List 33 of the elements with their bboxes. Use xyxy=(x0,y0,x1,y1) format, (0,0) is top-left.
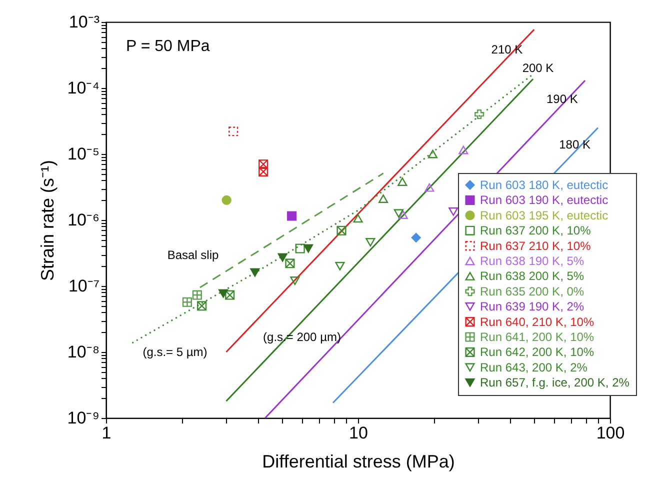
y-axis-title: Strain rate (s⁻¹) xyxy=(37,160,58,282)
legend-label: Run 603 195 K, eutectic xyxy=(480,208,608,222)
legend-label: Run 638 200 K, 5% xyxy=(480,269,584,284)
legend-label: Run 603 190 K, eutectic xyxy=(480,193,608,208)
legend-label: Run 641, 200 K, 10% xyxy=(480,330,594,344)
y-tick-label: 10⁻³ xyxy=(68,12,100,32)
y-tick-label: 10⁻⁶ xyxy=(68,210,100,230)
legend-label: Run 603 180 K, eutectic xyxy=(480,178,608,192)
x-tick-label: 100 xyxy=(596,424,625,442)
legend-label: Run 638 190 K, 5% xyxy=(480,254,584,268)
legend-label: Run 657, f.g. ice, 200 K, 2% xyxy=(480,376,630,390)
annotation: P = 50 MPa xyxy=(126,38,210,55)
x-tick-label: 10 xyxy=(349,424,368,442)
annotation: 200 K xyxy=(522,61,554,75)
annotation: Basal slip xyxy=(167,248,220,262)
annotation: 210 K xyxy=(491,42,523,57)
y-tick-label: 10⁻⁷ xyxy=(68,276,100,296)
x-axis-title: Differential stress (MPa) xyxy=(262,452,455,472)
legend-label: Run 642, 200 K, 10% xyxy=(480,345,594,360)
annotation: 190 K xyxy=(546,92,578,106)
y-tick-label: 10⁻⁵ xyxy=(68,144,100,164)
legend-label: Run 637 200 K, 10% xyxy=(480,224,592,238)
annotation: 180 K xyxy=(559,137,590,152)
y-tick-label: 10⁻⁸ xyxy=(67,342,100,362)
x-tick-label: 1 xyxy=(102,424,112,442)
legend-label: Run 639 190 K, 2% xyxy=(480,300,584,314)
legend-label: Run 635 200 K, 0% xyxy=(480,284,584,298)
annotation: (g.s.= 5 µm) xyxy=(142,345,208,359)
legend-label: Run 643, 200 K, 2% xyxy=(480,360,588,374)
y-tick-label: 10⁻⁹ xyxy=(67,408,100,428)
legend-label: Run 637 210 K, 10% xyxy=(480,238,592,253)
y-tick-label: 10⁻⁴ xyxy=(67,78,100,98)
legend-label: Run 640, 210 K, 10% xyxy=(480,314,594,329)
